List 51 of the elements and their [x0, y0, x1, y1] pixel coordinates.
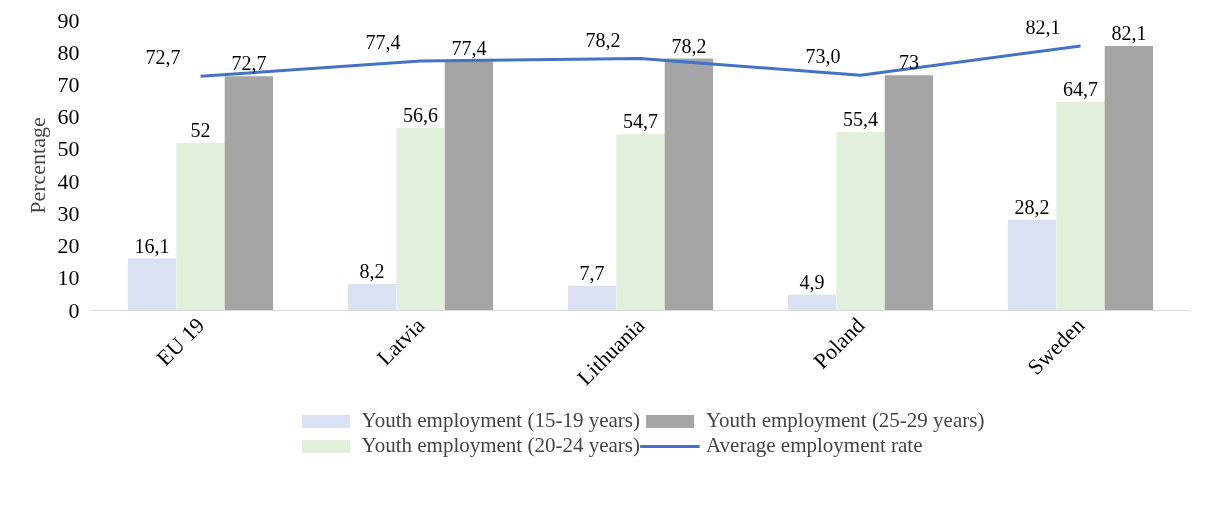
y-tick-label: 30	[57, 200, 80, 226]
bar	[616, 134, 665, 311]
data-label: 52	[190, 118, 211, 141]
data-label: 55,4	[843, 107, 878, 130]
data-label: 77,4	[451, 37, 487, 60]
y-tick-label: 60	[57, 104, 80, 130]
legend-label: Youth employment (25-29 years)	[706, 408, 985, 433]
bar	[664, 58, 714, 311]
legend-label: Youth employment (20-24 years)	[361, 433, 640, 458]
y-tick-label: 40	[57, 168, 80, 194]
bar	[444, 61, 494, 311]
legend-label: Youth employment (15-19 years)	[361, 408, 640, 433]
data-label: 82,1	[1111, 21, 1147, 44]
y-axis-title: Percentage	[24, 117, 50, 214]
data-label: 4,9	[799, 270, 825, 293]
bar	[1007, 219, 1057, 311]
data-label: 78,2	[585, 28, 621, 51]
y-tick-label: 0	[68, 297, 80, 323]
legend-label: Average employment rate	[706, 433, 923, 458]
data-label: 73,0	[805, 45, 841, 68]
data-label: 28,2	[1014, 195, 1050, 218]
data-label: 8,2	[359, 260, 385, 283]
y-tick-label: 90	[57, 7, 80, 33]
bar	[1104, 45, 1154, 311]
y-tick-label: 50	[57, 136, 80, 162]
bar	[127, 258, 177, 311]
y-tick-label: 80	[57, 39, 80, 65]
data-label: 72,7	[231, 52, 267, 75]
bar	[884, 75, 934, 311]
data-label: 82,1	[1025, 15, 1061, 38]
data-label: 16,1	[134, 234, 170, 257]
data-label: 54,7	[623, 110, 658, 133]
bar	[1056, 102, 1105, 311]
data-label: 7,7	[579, 261, 605, 284]
bar	[176, 142, 225, 311]
x-tick-label: EU 19	[151, 312, 210, 371]
data-label: 56,6	[403, 104, 438, 127]
bar	[224, 76, 274, 311]
data-label: 72,7	[145, 46, 181, 69]
y-tick-label: 10	[57, 265, 80, 291]
bar	[787, 294, 837, 311]
data-label: 78,2	[671, 34, 707, 57]
data-label: 73	[898, 51, 919, 74]
bar	[567, 285, 617, 311]
bar	[347, 284, 397, 311]
data-label: 64,7	[1063, 78, 1098, 101]
y-tick-label: 20	[57, 233, 80, 259]
y-tick-label: 70	[57, 71, 80, 97]
bar	[396, 128, 445, 311]
data-label: 77,4	[365, 31, 401, 54]
bar	[836, 131, 885, 311]
